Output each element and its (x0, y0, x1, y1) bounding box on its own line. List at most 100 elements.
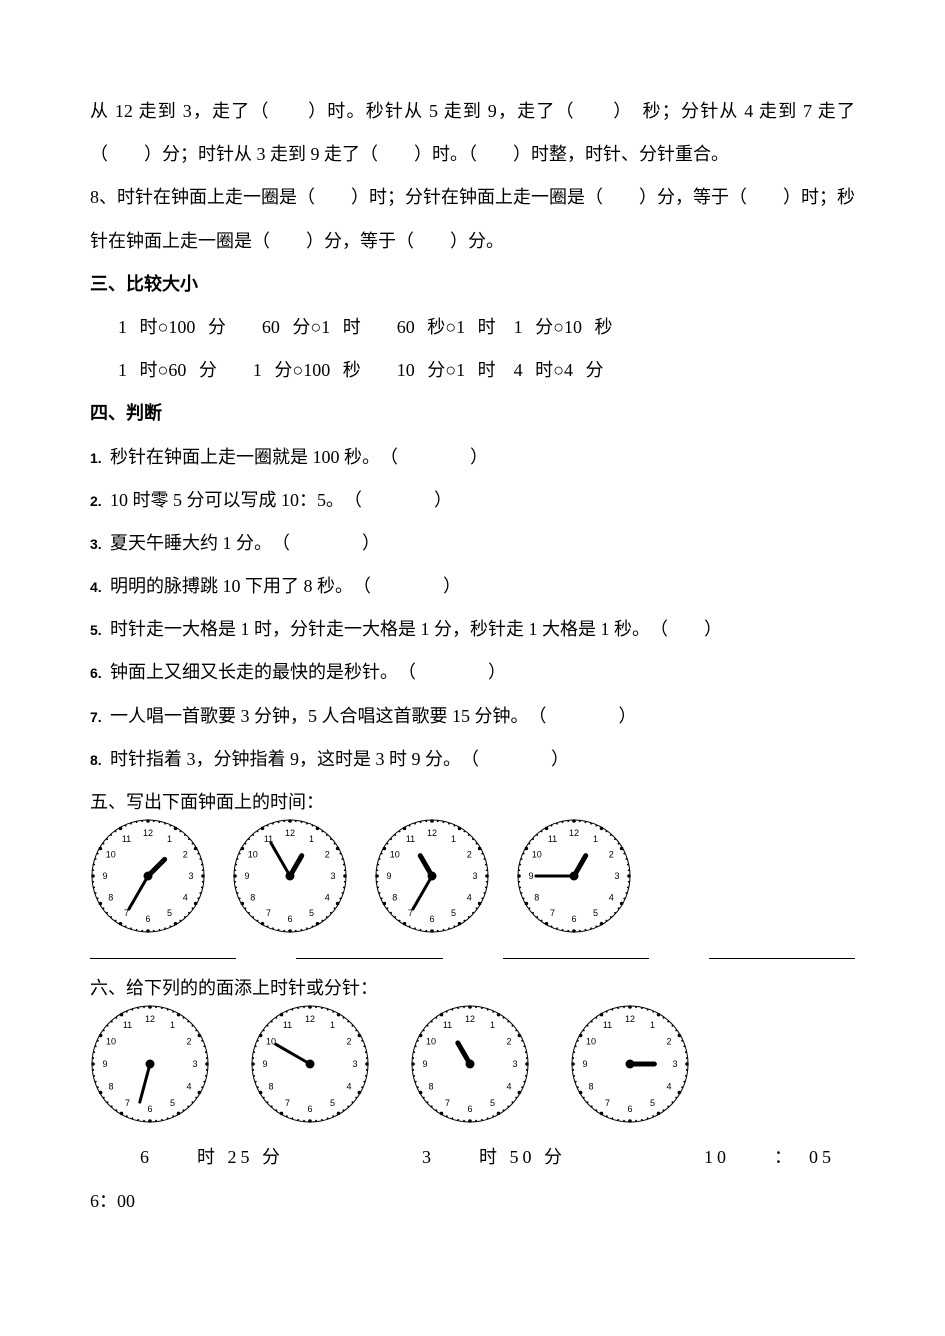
answer-slot (90, 936, 236, 959)
clock-face-icon: 123456789101112 (410, 1004, 530, 1124)
svg-text:8: 8 (392, 893, 397, 903)
svg-text:7: 7 (550, 908, 555, 918)
judge-text: 钟面上又细又长走的最快的是秒针。 （ ） (110, 651, 855, 694)
svg-text:12: 12 (569, 828, 579, 838)
section-3-title: 三、比较大小 (90, 263, 855, 306)
svg-text:10: 10 (390, 850, 400, 860)
svg-text:5: 5 (170, 1098, 175, 1108)
svg-text:9: 9 (528, 871, 533, 881)
svg-text:3: 3 (192, 1059, 197, 1069)
judge-text: 时针走一大格是 1 时，分针走一大格是 1 分，秒针走 1 大格是 1 秒。 （… (110, 608, 855, 651)
svg-text:1: 1 (650, 1020, 655, 1030)
svg-text:4: 4 (467, 893, 472, 903)
svg-text:2: 2 (666, 1037, 671, 1047)
svg-text:5: 5 (593, 908, 598, 918)
svg-text:12: 12 (427, 828, 437, 838)
svg-text:8: 8 (534, 893, 539, 903)
svg-text:4: 4 (325, 893, 330, 903)
svg-text:5: 5 (451, 908, 456, 918)
time-label-a: 6 时 25 分 (140, 1136, 284, 1179)
svg-text:4: 4 (186, 1082, 191, 1092)
svg-text:4: 4 (666, 1082, 671, 1092)
svg-text:7: 7 (445, 1098, 450, 1108)
judge-index: 2. (90, 485, 110, 519)
last-time-line: 6：00 (90, 1180, 855, 1223)
svg-text:1: 1 (451, 834, 456, 844)
time-label-b: 3 时 50 分 (422, 1136, 566, 1179)
time-labels-row: 6 时 25 分 3 时 50 分 10 ： 05 (90, 1136, 855, 1179)
svg-text:8: 8 (108, 893, 113, 903)
svg-text:9: 9 (244, 871, 249, 881)
clock-face-icon: 123456789101112 (90, 818, 206, 934)
svg-text:1: 1 (167, 834, 172, 844)
svg-text:4: 4 (506, 1082, 511, 1092)
svg-text:1: 1 (330, 1020, 335, 1030)
svg-text:12: 12 (305, 1014, 315, 1024)
svg-text:4: 4 (609, 893, 614, 903)
judge-item-6: 6. 钟面上又细又长走的最快的是秒针。 （ ） (90, 651, 855, 694)
svg-text:10: 10 (426, 1037, 436, 1047)
svg-text:6: 6 (571, 914, 576, 924)
svg-text:11: 11 (283, 1020, 292, 1030)
svg-text:1: 1 (309, 834, 314, 844)
svg-text:10: 10 (532, 850, 542, 860)
svg-text:9: 9 (386, 871, 391, 881)
svg-text:9: 9 (262, 1059, 267, 1069)
clock-row-draw: 1234567891011121234567891011121234567891… (90, 1004, 855, 1124)
svg-text:8: 8 (589, 1082, 594, 1092)
svg-text:6: 6 (147, 1104, 152, 1114)
svg-text:6: 6 (145, 914, 150, 924)
svg-text:10: 10 (248, 850, 258, 860)
judge-text: 一人唱一首歌要 3 分钟，5 人合唱这首歌要 15 分钟。 （ ） (110, 695, 855, 738)
judge-index: 3. (90, 528, 110, 562)
svg-text:9: 9 (582, 1059, 587, 1069)
svg-text:2: 2 (186, 1037, 191, 1047)
fill-blank-para-2: 8、时针在钟面上走一圈是（ ）时；分针在钟面上走一圈是（ ）分，等于（ ）时；秒… (90, 176, 855, 262)
judge-index: 5. (90, 614, 110, 648)
svg-text:6: 6 (627, 1104, 632, 1114)
answer-line (90, 936, 855, 959)
svg-text:11: 11 (603, 1020, 612, 1030)
svg-text:10: 10 (106, 850, 116, 860)
svg-text:3: 3 (330, 871, 335, 881)
time-label-c: 10 ： 05 (704, 1136, 835, 1179)
svg-text:6: 6 (287, 914, 292, 924)
answer-slot (296, 936, 442, 959)
svg-text:12: 12 (285, 828, 295, 838)
svg-text:7: 7 (266, 908, 271, 918)
svg-text:5: 5 (309, 908, 314, 918)
clock-face-icon: 123456789101112 (516, 818, 632, 934)
judge-item-5: 5. 时针走一大格是 1 时，分针走一大格是 1 分，秒针走 1 大格是 1 秒… (90, 608, 855, 651)
judge-item-2: 2. 10 时零 5 分可以写成 10：5。 （ ） (90, 479, 855, 522)
judge-text: 10 时零 5 分可以写成 10：5。 （ ） (110, 479, 855, 522)
svg-text:12: 12 (143, 828, 153, 838)
compare-row-2: 1 时○60 分 1 分○100 秒 10 分○1 时 4 时○4 分 (90, 349, 855, 392)
svg-text:7: 7 (125, 1098, 130, 1108)
svg-text:6: 6 (429, 914, 434, 924)
svg-text:12: 12 (465, 1014, 475, 1024)
svg-text:3: 3 (352, 1059, 357, 1069)
svg-text:9: 9 (102, 871, 107, 881)
svg-text:8: 8 (250, 893, 255, 903)
judge-item-4: 4. 明明的脉搏跳 10 下用了 8 秒。 （ ） (90, 565, 855, 608)
clock-face-icon: 123456789101112 (90, 1004, 210, 1124)
svg-text:3: 3 (672, 1059, 677, 1069)
judge-index: 7. (90, 701, 110, 735)
answer-slot (709, 936, 855, 959)
svg-text:11: 11 (123, 1020, 132, 1030)
svg-text:7: 7 (605, 1098, 610, 1108)
svg-text:4: 4 (346, 1082, 351, 1092)
svg-text:9: 9 (102, 1059, 107, 1069)
judge-text: 明明的脉搏跳 10 下用了 8 秒。 （ ） (110, 565, 855, 608)
svg-text:6: 6 (307, 1104, 312, 1114)
judge-item-8: 8. 时针指着 3，分钟指着 9，这时是 3 时 9 分。 （ ） (90, 738, 855, 781)
svg-text:12: 12 (625, 1014, 635, 1024)
judge-item-3: 3. 夏天午睡大约 1 分。 （ ） (90, 522, 855, 565)
judge-text: 时针指着 3，分钟指着 9，这时是 3 时 9 分。 （ ） (110, 738, 855, 781)
svg-text:11: 11 (548, 834, 557, 844)
svg-text:1: 1 (170, 1020, 175, 1030)
svg-text:8: 8 (109, 1082, 114, 1092)
svg-text:3: 3 (512, 1059, 517, 1069)
svg-text:3: 3 (188, 871, 193, 881)
section-4-title: 四、判断 (90, 392, 855, 435)
